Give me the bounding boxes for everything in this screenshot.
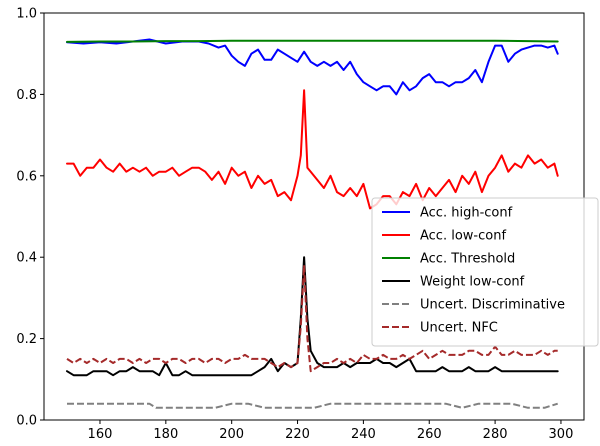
- legend-label-weight-low-conf: Weight low-conf: [420, 275, 525, 290]
- x-tick-label: 260: [417, 427, 442, 442]
- series-line-acc-high-conf: [66, 38, 559, 96]
- y-tick-label: 0.4: [16, 251, 37, 266]
- x-tick-label: 200: [219, 427, 244, 442]
- x-tick-label: 240: [351, 427, 376, 442]
- y-axis: 0.0 0.2 0.4 0.6 0.8 1.0: [16, 7, 44, 429]
- y-tick-label: 0.2: [16, 332, 37, 347]
- x-tick-label: 220: [285, 427, 310, 442]
- series-line-acc-threshold: [66, 39, 559, 43]
- y-tick-label: 0.8: [16, 88, 37, 103]
- x-tick-label: 280: [483, 427, 508, 442]
- y-tick-label: 1.0: [16, 7, 37, 22]
- legend-label-acc-high-conf: Acc. high-conf: [420, 206, 513, 221]
- x-tick-label: 180: [153, 427, 178, 442]
- x-axis: 160 180 200 220 240 260 280 300: [88, 420, 574, 442]
- legend: Acc. high-conf Acc. low-conf Acc. Threshol…: [371, 197, 599, 347]
- x-tick-label: 300: [549, 427, 574, 442]
- legend-label-acc-low-conf: Acc. low-conf: [420, 229, 506, 244]
- legend-label-acc-threshold: Acc. Threshold: [420, 252, 515, 267]
- legend-box: [371, 197, 599, 347]
- series-line-weight-low-conf: [66, 256, 559, 377]
- legend-label-uncert-nfc: Uncert. NFC: [420, 321, 498, 336]
- series-line-uncert-discriminative: [67, 402, 558, 409]
- y-tick-label: 0.0: [16, 414, 37, 429]
- series-layer: [66, 38, 559, 409]
- legend-label-uncert-discriminative: Uncert. Discriminative: [420, 298, 565, 313]
- x-tick-label: 160: [88, 427, 113, 442]
- y-tick-label: 0.6: [16, 169, 37, 184]
- series-line-acc-low-conf: [66, 89, 559, 210]
